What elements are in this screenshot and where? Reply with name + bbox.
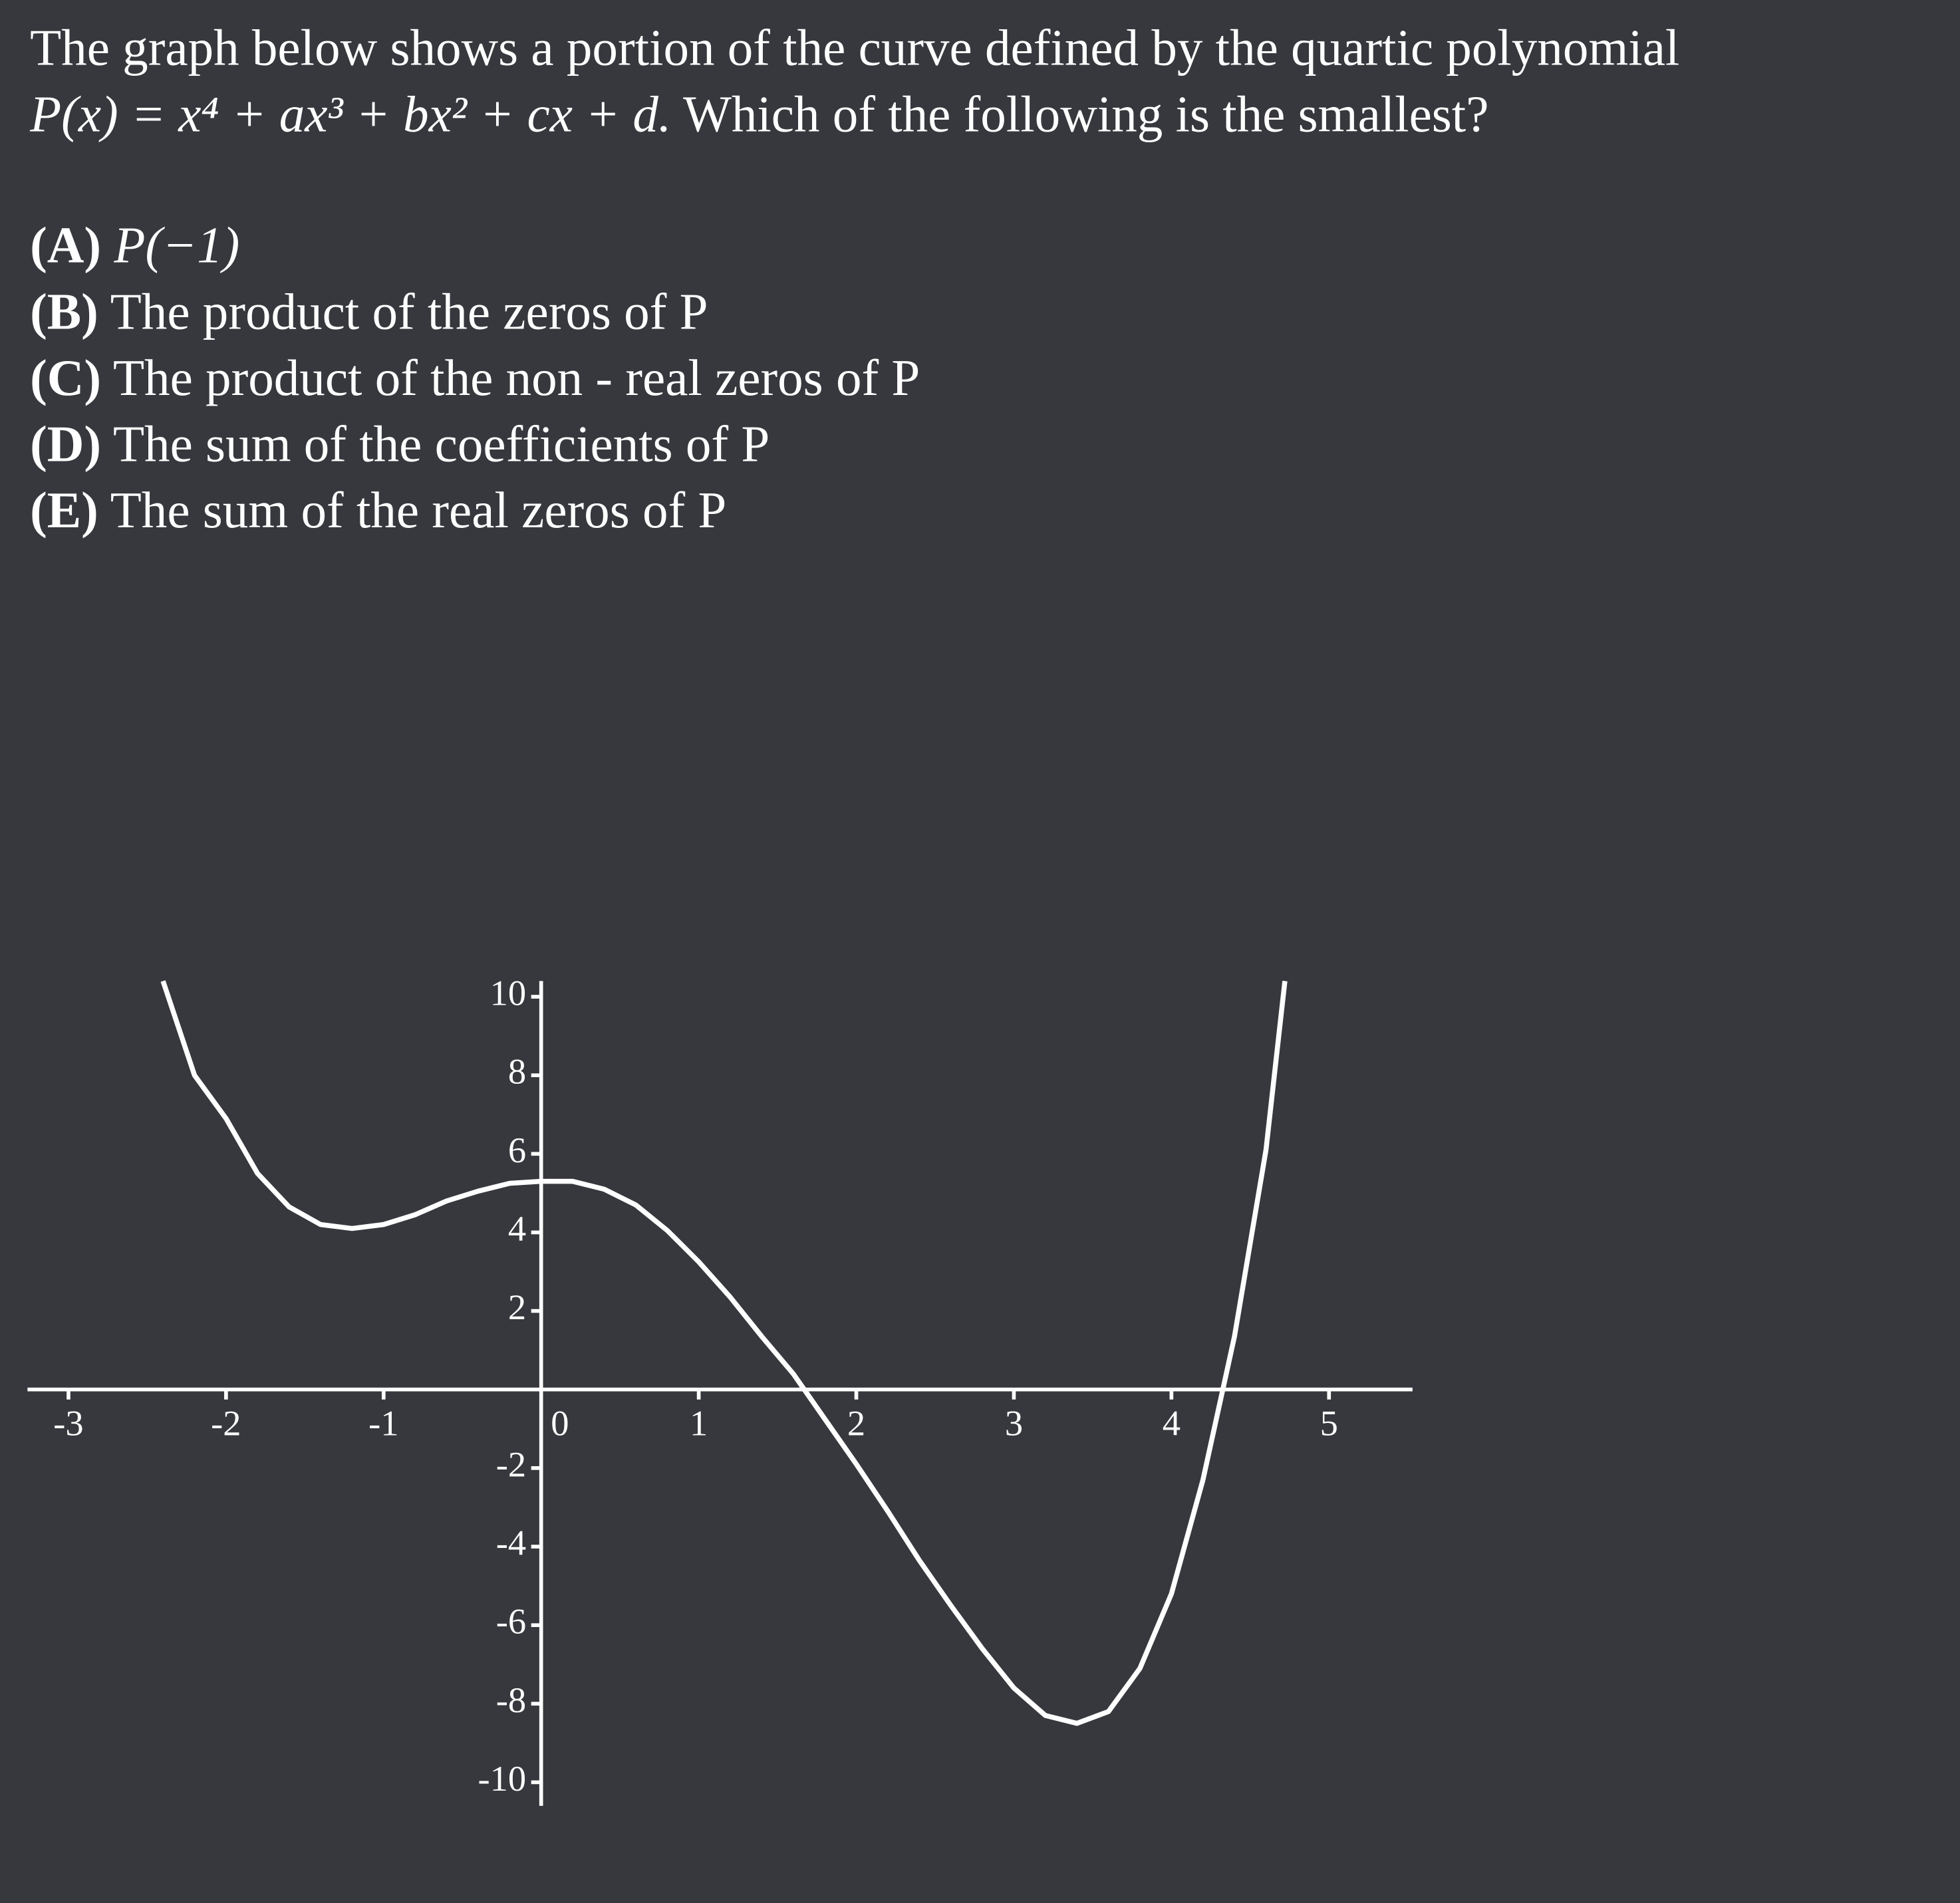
option: (A) P(−1): [30, 215, 239, 275]
x-tick-label: 2: [847, 1403, 865, 1444]
option-text: The product of the non - real zeros of P: [112, 348, 920, 406]
y-tick-label: 4: [508, 1208, 526, 1249]
option-label: (B): [30, 282, 98, 340]
y-tick-label: -4: [496, 1523, 526, 1563]
option: (D) The sum of the coefficients of P: [30, 414, 770, 473]
option-text: The sum of the real zeros of P: [110, 481, 727, 539]
question-line: The graph below shows a portion of the c…: [30, 19, 1680, 76]
option-label: (D): [30, 414, 102, 473]
y-tick-label: 8: [508, 1051, 526, 1092]
x-tick-label: 3: [1005, 1403, 1023, 1444]
x-tick-label: 1: [690, 1403, 708, 1444]
option-label: (E): [30, 481, 98, 539]
y-tick-label: -10: [478, 1758, 526, 1799]
y-tick-label: -8: [496, 1680, 526, 1720]
x-tick-label: -3: [53, 1403, 83, 1444]
y-tick-label: 2: [508, 1287, 526, 1327]
x-tick-label: -1: [368, 1403, 398, 1444]
option-text: P(−1): [114, 216, 240, 274]
option-text: The sum of the coefficients of P: [112, 414, 770, 473]
formula: P(x) = x⁴ + ax³ + bx² + cx + d.: [30, 84, 672, 143]
x-tick-label: 5: [1320, 1403, 1338, 1444]
option: (C) The product of the non - real zeros …: [30, 348, 920, 408]
question-line: P(x) = x⁴ + ax³ + bx² + cx + d. Which of…: [30, 84, 1488, 144]
x-tick-label: -2: [211, 1403, 241, 1444]
y-tick-label: 6: [508, 1130, 526, 1170]
y-tick-label: 10: [490, 973, 527, 1013]
option-text: The product of the zeros of P: [110, 282, 708, 340]
option-label: (A): [30, 216, 102, 274]
y-tick-label: -2: [496, 1444, 526, 1484]
option-label: (C): [30, 348, 102, 406]
y-tick-label: -6: [496, 1601, 526, 1642]
question-text: Which of the following is the smallest?: [683, 84, 1489, 143]
x-tick-label: 4: [1163, 1403, 1181, 1444]
option: (E) The sum of the real zeros of P: [30, 480, 726, 540]
option: (B) The product of the zeros of P: [30, 281, 708, 341]
x-tick-label: 0: [551, 1403, 569, 1444]
curve: [160, 980, 1288, 1726]
